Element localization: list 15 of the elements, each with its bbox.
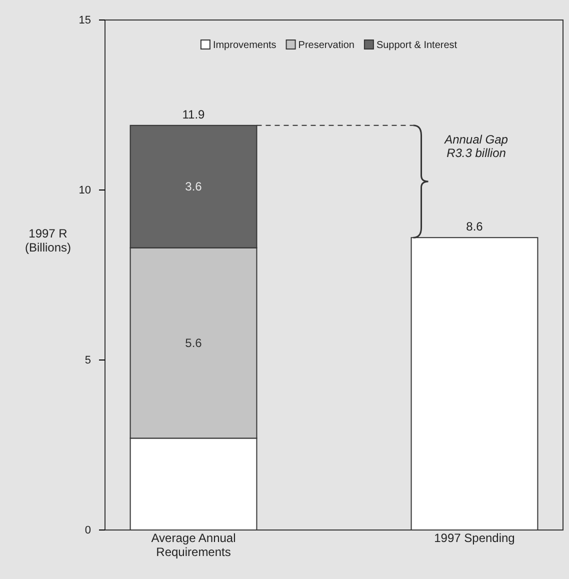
legend-label: Preservation xyxy=(298,40,354,51)
y-tick-label: 0 xyxy=(84,524,91,537)
total-label: 11.9 xyxy=(182,107,206,122)
y-axis-title: 1997 R (Billions) xyxy=(24,226,72,254)
data-label: 5.6 xyxy=(185,336,202,350)
data-label: 3.6 xyxy=(185,180,202,194)
x-tick-label: 1997 Spending xyxy=(434,531,515,545)
total-label: 8.6 xyxy=(466,220,484,234)
legend-label: Improvements xyxy=(212,40,276,51)
y-tick-label: 15 xyxy=(78,14,91,27)
x-tick-label: Average Annual Requirements xyxy=(151,531,236,559)
y-tick-label: 10 xyxy=(78,184,91,197)
y-tick-label: 5 xyxy=(84,354,91,367)
legend-label: Support & Interest xyxy=(376,40,458,51)
annotation: Annual Gap R3.3 billion xyxy=(444,132,508,160)
